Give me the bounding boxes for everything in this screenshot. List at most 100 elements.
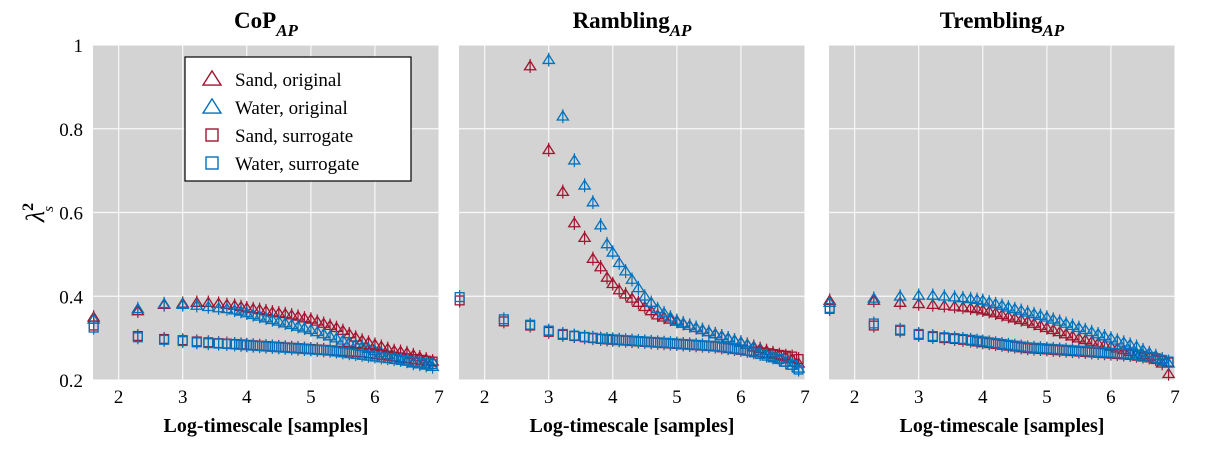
data-point xyxy=(267,341,278,352)
data-point xyxy=(159,334,170,345)
data-point xyxy=(939,332,950,343)
panel-title: CoPAP xyxy=(234,8,299,40)
data-point xyxy=(323,329,337,341)
data-point xyxy=(369,351,380,362)
data-point xyxy=(620,335,631,346)
data-point xyxy=(956,300,970,312)
data-point xyxy=(605,246,620,257)
data-point xyxy=(714,329,729,341)
data-point xyxy=(663,310,678,322)
data-point xyxy=(567,153,582,165)
data-point xyxy=(1033,309,1048,320)
data-point xyxy=(389,354,400,365)
data-point xyxy=(272,315,286,326)
data-point xyxy=(1116,336,1131,347)
data-point xyxy=(614,334,625,345)
data-point xyxy=(190,299,204,310)
data-point xyxy=(1046,313,1061,324)
x-tick-label: 3 xyxy=(914,387,924,408)
data-point xyxy=(498,314,509,325)
data-point xyxy=(1078,323,1093,335)
data-point xyxy=(1003,339,1014,350)
data-point xyxy=(755,348,766,360)
data-point xyxy=(1065,329,1080,341)
data-point xyxy=(631,296,646,307)
x-tick-label: 6 xyxy=(736,387,746,408)
x-tick-label: 7 xyxy=(434,387,444,408)
panel-1: CoPAP 2 3 4 5 6 7 Log-timescale [samples] 0.2 0.4… xyxy=(20,8,444,437)
data-point xyxy=(990,338,1001,349)
data-point xyxy=(1009,340,1020,351)
data-point xyxy=(1041,343,1052,354)
data-point xyxy=(577,179,592,190)
data-point xyxy=(329,331,344,343)
data-point xyxy=(689,321,703,333)
data-point xyxy=(363,350,374,361)
data-point xyxy=(988,297,1003,309)
data-point xyxy=(644,296,659,307)
data-point xyxy=(1086,346,1097,357)
data-point xyxy=(1073,345,1084,356)
data-point xyxy=(626,335,638,346)
data-point xyxy=(612,256,626,268)
y-axis-label-main: λ xyxy=(21,211,50,223)
data-point xyxy=(357,349,368,360)
data-point xyxy=(982,295,996,307)
data-point xyxy=(708,327,723,339)
x-tick-label: 4 xyxy=(608,387,618,408)
legend-marker xyxy=(201,97,223,114)
data-point xyxy=(1040,321,1054,333)
data-point xyxy=(767,352,779,363)
data-point xyxy=(157,297,171,309)
legend-label: Sand, original xyxy=(235,70,342,91)
data-point xyxy=(316,327,331,339)
data-point xyxy=(350,348,361,360)
legend-box xyxy=(184,56,412,182)
x-tick-label: 4 xyxy=(978,387,988,408)
data-point xyxy=(926,289,940,300)
data-point xyxy=(221,338,232,350)
data-point xyxy=(702,325,716,337)
data-point xyxy=(1001,310,1016,321)
data-point xyxy=(234,305,248,316)
data-point xyxy=(1112,348,1123,359)
data-point xyxy=(1059,317,1073,328)
data-point xyxy=(1008,302,1022,314)
data-point xyxy=(310,325,325,337)
data-point xyxy=(1072,331,1086,343)
data-point xyxy=(911,289,926,300)
data-point xyxy=(280,342,291,353)
data-point xyxy=(1022,342,1033,353)
data-point xyxy=(600,271,614,282)
data-point xyxy=(1099,347,1110,358)
data-point xyxy=(716,341,727,352)
data-point xyxy=(774,354,785,365)
x-tick-label: 2 xyxy=(114,387,124,408)
data-point xyxy=(650,302,665,314)
data-point xyxy=(557,328,568,339)
data-point xyxy=(273,342,284,353)
data-point xyxy=(601,333,613,345)
data-point xyxy=(541,143,556,155)
data-point xyxy=(956,291,970,303)
data-point xyxy=(211,301,226,313)
data-point xyxy=(248,340,259,351)
data-point xyxy=(975,294,990,305)
x-tick-label: 2 xyxy=(480,387,490,408)
data-point xyxy=(1027,307,1041,319)
data-point xyxy=(1065,319,1080,330)
data-point xyxy=(947,290,962,302)
data-point xyxy=(203,338,214,349)
panel-title-main: Trembling xyxy=(940,8,1043,33)
data-point xyxy=(305,344,316,355)
x-axis-label: Log-timescale [samples] xyxy=(530,415,735,437)
x-axis-label: Log-timescale [samples] xyxy=(900,415,1105,437)
data-point xyxy=(913,328,924,339)
y-axis-label-subscript: s xyxy=(41,206,57,212)
panel-title-subscript: AP xyxy=(669,21,692,40)
data-point xyxy=(336,333,350,345)
data-point xyxy=(1105,347,1116,358)
data-point xyxy=(729,343,740,354)
data-point xyxy=(254,341,265,352)
